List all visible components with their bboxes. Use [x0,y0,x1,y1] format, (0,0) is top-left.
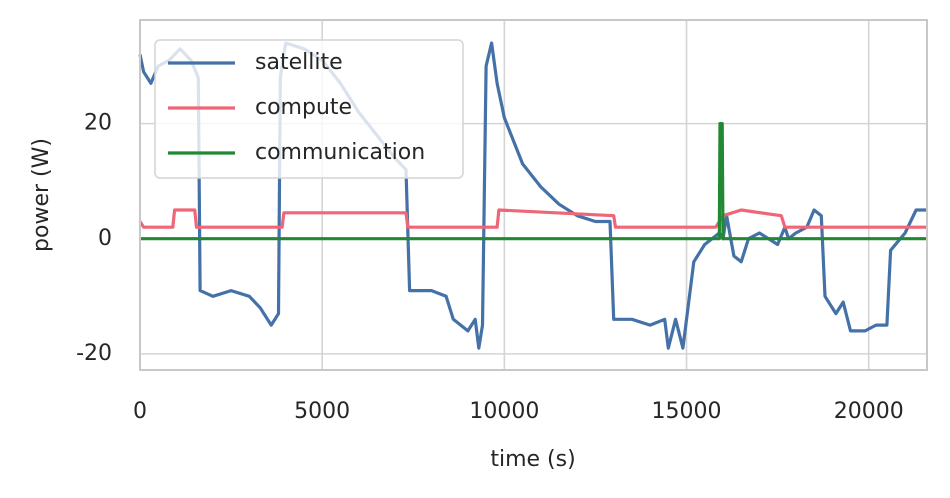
legend-label: compute [255,95,352,120]
x-tick-label: 15000 [652,399,722,424]
x-tick-label: 10000 [469,399,539,424]
x-axis-label: time (s) [490,447,575,472]
y-tick-label: 0 [98,226,112,251]
x-tick-label: 20000 [834,399,904,424]
x-tick-label: 0 [133,399,147,424]
x-tick-label: 5000 [294,399,350,424]
legend-label: communication [255,140,425,165]
lines [138,41,927,350]
line-series [140,122,927,241]
line-series [138,208,927,229]
legend-label: satellite [255,50,343,75]
y-tick-label: 20 [84,111,112,136]
plot-frame [139,19,928,371]
line-series [138,41,927,350]
y-tick-label: -20 [76,341,112,366]
y-axis-label: power (W) [29,138,54,252]
legend: satellite compute communication [154,39,464,179]
legend-box [154,39,464,179]
